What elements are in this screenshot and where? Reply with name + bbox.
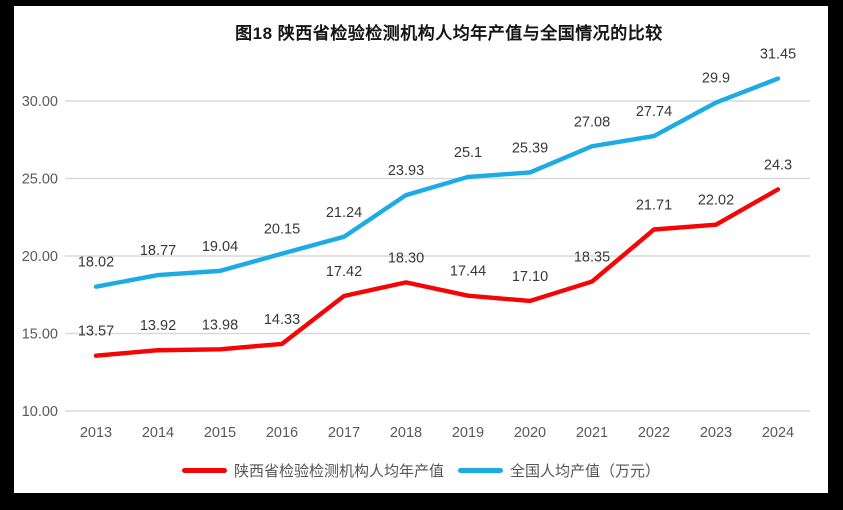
series-line-0 [93,187,781,358]
chart-card: 图18 陕西省检验检测机构人均年产值与全国情况的比较 10.00 15.00 20.… [14,6,828,493]
data-label-series0-2015: 13.98 [202,317,238,333]
x-axis-tick-label: 2023 [700,425,732,441]
x-axis-tick-label: 2017 [328,425,360,441]
legend-item-shaanxi: 陕西省检验检测机构人均年产值 [181,460,444,481]
data-label-series1-2013: 18.02 [78,255,114,271]
x-axis-tick-label: 2014 [142,425,174,441]
legend-label-shaanxi: 陕西省检验检测机构人均年产值 [233,463,444,480]
data-label-series1-2014: 18.77 [140,243,176,259]
y-axis-tick-label: 30.00 [22,94,58,110]
data-label-series1-2023: 29.9 [702,71,730,87]
data-label-series0-2017: 17.42 [326,264,362,280]
x-axis-tick-label: 2015 [204,425,236,441]
line-chart-plot: 10.00 15.00 20.00 25.00 30.00 2013 2014 2015 201… [22,47,810,441]
x-axis-tick-label: 2022 [638,425,670,441]
data-label-series1-2022: 27.74 [636,104,672,120]
data-label-series1-2021: 27.08 [574,114,610,130]
legend-blue-line-swatch [458,468,503,473]
legend-label-national: 全国人均产值（万元） [510,463,661,480]
data-label-series1-2019: 25.1 [454,145,482,161]
x-axis-tick-label: 2013 [80,425,112,441]
data-label-series0-2023: 22.02 [698,193,734,209]
data-label-series0-2013: 13.57 [78,324,114,340]
x-axis-tick-label: 2021 [576,425,608,441]
y-axis-tick-label: 25.00 [22,172,58,188]
data-label-series0-2020: 17.10 [512,269,548,285]
data-label-series1-2016: 20.15 [264,222,300,238]
x-axis-tick-label: 2024 [762,425,794,441]
y-axis-tick-label: 10.00 [22,404,58,420]
y-axis-tick-label: 15.00 [22,327,58,343]
data-label-series0-2018: 18.30 [388,250,424,266]
data-label-series1-2017: 21.24 [326,205,362,221]
data-label-series1-2015: 19.04 [202,239,238,255]
data-label-series0-2014: 13.92 [140,318,176,334]
x-axis-tick-label: 2020 [514,425,546,441]
x-axis-tick-label: 2019 [452,425,484,441]
data-label-series0-2022: 21.71 [636,197,672,213]
y-axis-tick-label: 20.00 [22,249,58,265]
legend-red-line-swatch [181,468,227,473]
data-label-series0-2024: 24.3 [764,157,792,173]
series-line-1 [93,76,781,289]
data-label-series1-2020: 25.39 [512,140,548,156]
legend-item-national: 全国人均产值（万元） [458,460,660,481]
data-label-series1-2018: 23.93 [388,163,424,179]
chart-title: 图18 陕西省检验检测机构人均年产值与全国情况的比较 [235,24,663,43]
chart-legend: 陕西省检验检测机构人均年产值 全国人均产值（万元） [14,460,828,481]
data-label-series0-2019: 17.44 [450,264,486,280]
x-axis-tick-label: 2016 [266,425,298,441]
data-label-series0-2016: 14.33 [264,312,300,328]
data-label-series0-2021: 18.35 [574,250,610,266]
x-axis-tick-label: 2018 [390,425,422,441]
data-label-series1-2024: 31.45 [760,47,796,63]
